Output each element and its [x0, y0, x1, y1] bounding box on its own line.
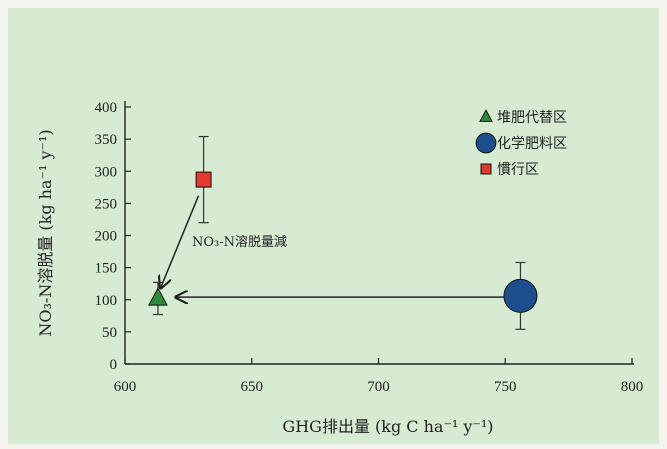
y-tick-label: 150 [95, 261, 118, 277]
x-tick-label: 600 [114, 379, 137, 395]
data-point [195, 171, 212, 188]
x-tick-label: 750 [494, 379, 517, 395]
x-tick-label: 650 [241, 379, 264, 395]
y-tick-label: 250 [95, 196, 118, 212]
y-tick-label: 50 [102, 325, 117, 341]
legend-marker [475, 132, 497, 154]
y-tick-label: 300 [95, 164, 118, 180]
legend-marker [479, 109, 493, 122]
legend-label: 化学肥料区 [497, 136, 567, 152]
data-point [148, 287, 168, 306]
y-tick-label: 400 [95, 100, 118, 116]
legend-marker [480, 163, 492, 175]
reduction-arrow [160, 195, 200, 289]
chart-background [8, 8, 659, 444]
y-axis-label: NO₃-N溶脱量 (kg ha⁻¹ y⁻¹) [36, 129, 55, 336]
legend-label: 慣行区 [497, 161, 539, 178]
y-tick-label: 0 [110, 357, 118, 373]
y-tick-label: 100 [95, 293, 118, 309]
data-point [503, 278, 538, 313]
x-tick-label: 700 [367, 379, 390, 395]
reduction-annotation: NO₃-N溶脱量減 [192, 234, 287, 250]
x-tick-label: 800 [621, 379, 644, 395]
y-tick-label: 350 [95, 132, 118, 148]
legend-label: 堆肥代替区 [497, 110, 567, 126]
y-tick-label: 200 [95, 229, 118, 245]
x-axis-label: GHG排出量 (kg C ha⁻¹ y⁻¹) [282, 417, 493, 436]
